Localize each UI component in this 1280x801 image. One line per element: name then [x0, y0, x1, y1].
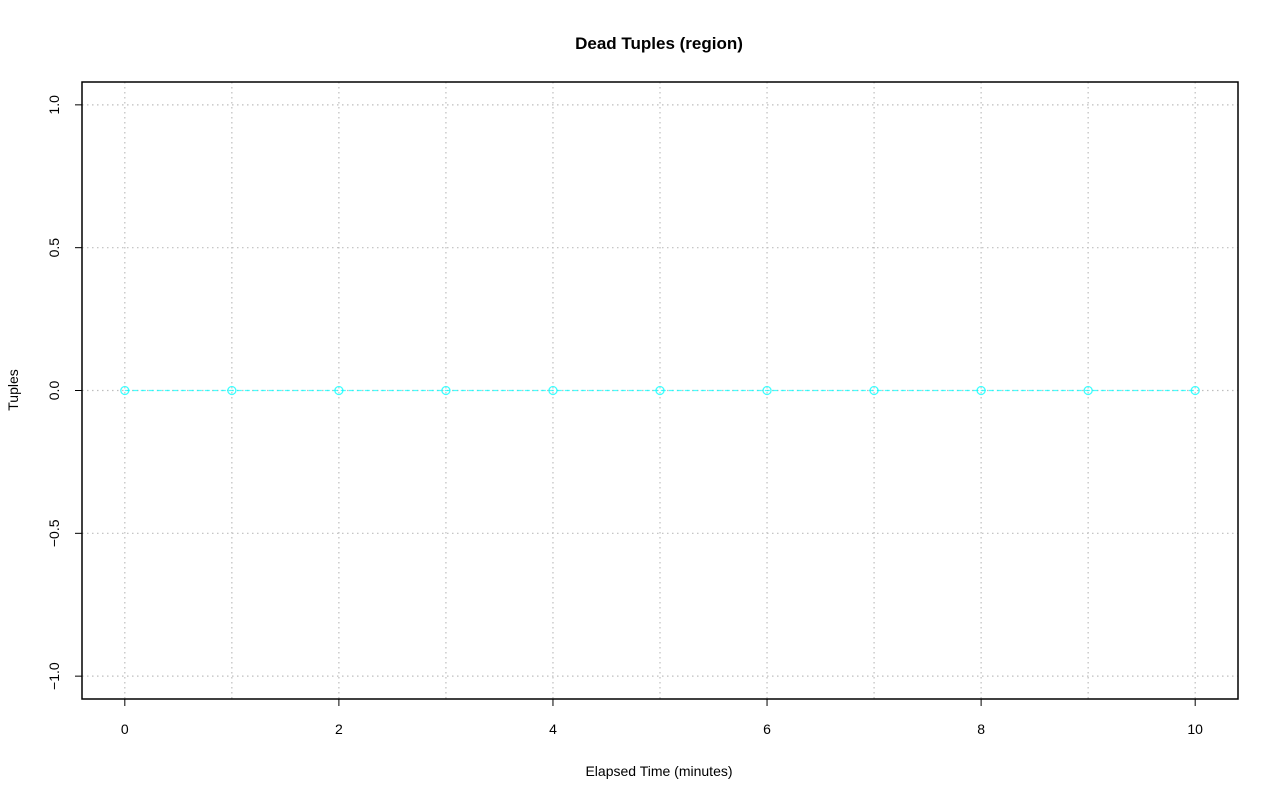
data-point	[334, 385, 344, 396]
y-tick-label: −0.5	[46, 519, 62, 547]
data-point	[1190, 385, 1200, 396]
series	[120, 385, 1200, 396]
x-tick-label: 6	[763, 721, 771, 737]
data-point	[762, 385, 772, 396]
data-point	[1083, 385, 1093, 396]
data-point	[655, 385, 665, 396]
y-tick-label: −1.0	[46, 662, 62, 690]
data-point	[120, 385, 130, 396]
x-tick-label: 0	[121, 721, 129, 737]
y-tick-label: 0.0	[46, 381, 62, 401]
data-point	[548, 385, 558, 396]
axes: 0 2 4 6 8 10 −1.0 −0.5 0.0 0.5 1.0	[46, 95, 1203, 737]
x-axis-label: Elapsed Time (minutes)	[585, 763, 732, 779]
y-axis-label: Tuples	[5, 369, 21, 411]
y-tick-label: 1.0	[46, 95, 62, 115]
data-point	[227, 385, 237, 396]
x-tick-label: 10	[1187, 721, 1203, 737]
x-tick-label: 4	[549, 721, 557, 737]
y-tick-label: 0.5	[46, 238, 62, 258]
x-tick-label: 8	[977, 721, 985, 737]
chart-title: Dead Tuples (region)	[575, 34, 743, 53]
data-point	[869, 385, 879, 396]
x-tick-label: 2	[335, 721, 343, 737]
data-point	[441, 385, 451, 396]
data-point	[976, 385, 986, 396]
